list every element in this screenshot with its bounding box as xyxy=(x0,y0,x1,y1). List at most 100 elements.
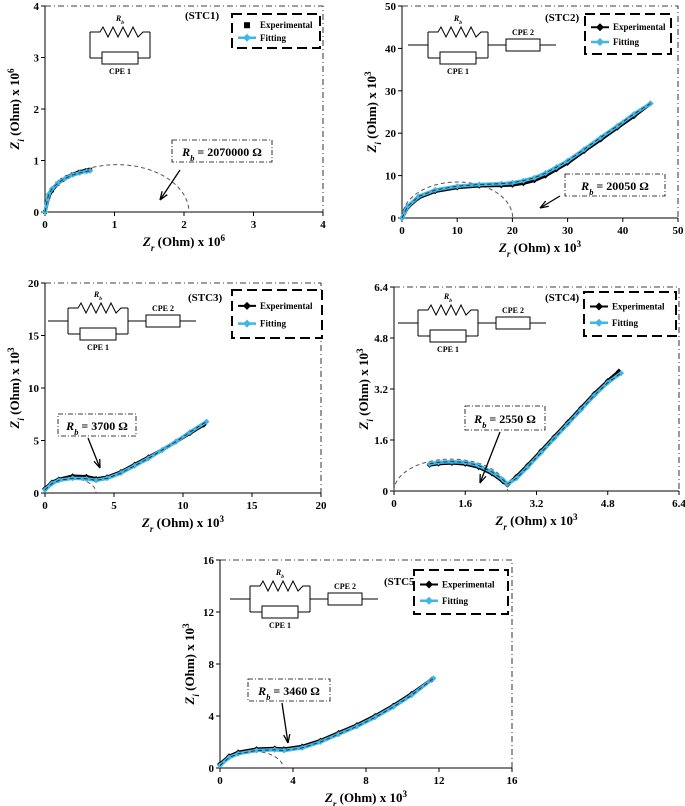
y-axis-label: Zi (Ohm) x 103 xyxy=(363,71,383,154)
legend-fitting-marker xyxy=(425,596,433,605)
cpe2-element xyxy=(145,314,181,328)
fitting-point xyxy=(203,418,210,425)
legend-experimental-marker xyxy=(244,22,250,29)
cpe2-label: CPE 2 xyxy=(152,304,174,313)
legend-fitting-marker xyxy=(596,38,604,46)
y-axis-label: Zi (Ohm) x 103 xyxy=(355,348,375,431)
legend-experimental-marker xyxy=(596,23,604,32)
rb-annotation-box xyxy=(171,139,273,163)
rb-arrow xyxy=(479,431,501,484)
rb-arrow xyxy=(539,195,561,209)
chart-stc3: 0 5 10 15 20 0 5 10 15 20 Zr (Ohm) x 103 Zi (Ohm) x… xyxy=(6,278,327,534)
resistor-rb xyxy=(68,301,128,315)
legend-fitting-label: Fitting xyxy=(442,596,468,606)
y-tick-label: 0 xyxy=(34,488,40,500)
y-tick-label: 4 xyxy=(209,711,215,723)
chart-title: (STC4) xyxy=(545,292,580,304)
legend-fitting-marker xyxy=(243,319,251,328)
x-tick-label: 1 xyxy=(112,219,118,231)
resistor-rb-label: Rb xyxy=(453,14,462,26)
y-tick-label: 5 xyxy=(34,436,40,448)
x-tick-label: 16 xyxy=(507,775,519,787)
legend-experimental-label: Experimental xyxy=(260,20,313,30)
x-axis-label: Zr (Ohm) x 103 xyxy=(324,789,408,806)
y-tick-label: 0 xyxy=(383,486,389,498)
y-tick-label: 3.2 xyxy=(374,384,388,396)
x-tick-label: 15 xyxy=(247,500,259,512)
x-tick-label: 0 xyxy=(399,225,405,237)
legend-box xyxy=(231,289,323,339)
x-tick-label: 0 xyxy=(217,775,223,787)
chart-stc2: 0 10 20 30 40 50 0 10 20 30 40 50 Zr (Ohm) x 103 Zi (… xyxy=(363,1,684,259)
x-tick-label: 0 xyxy=(391,498,397,510)
x-tick-label: 6.4 xyxy=(672,498,685,510)
legend-experimental-label: Experimental xyxy=(612,302,665,312)
x-tick-label: 4 xyxy=(290,775,296,787)
y-tick-label: 0 xyxy=(391,213,397,225)
y-tick-label: 15 xyxy=(28,331,40,343)
legend-experimental-label: Experimental xyxy=(260,301,313,311)
legend-fitting-marker xyxy=(243,33,251,42)
fit-dashed-line xyxy=(429,372,622,485)
semicircle-fit xyxy=(401,181,514,219)
resistor-rb-label: Rb xyxy=(93,290,102,302)
legend-fitting-label: Fitting xyxy=(612,318,638,328)
fitting-point xyxy=(253,747,260,754)
fit-dashed-line xyxy=(401,103,651,219)
fitting-point xyxy=(55,179,62,186)
legend-experimental-label: Experimental xyxy=(442,580,495,590)
fitting-point xyxy=(390,703,397,710)
fit-dashed-line xyxy=(44,421,207,491)
chart-title: (STC3) xyxy=(188,292,223,304)
x-tick-label: 10 xyxy=(452,225,464,237)
y-tick-label: 8 xyxy=(209,659,215,671)
rb-annotation-label: Rb = 2070000 Ω xyxy=(181,145,262,163)
x-tick-label: 10 xyxy=(178,500,190,512)
semicircle-fit xyxy=(44,164,190,213)
x-tick-label: 12 xyxy=(434,775,446,787)
fitting-point xyxy=(335,731,342,738)
legend-fitting-label: Fitting xyxy=(613,37,639,47)
fitting-point xyxy=(415,193,422,200)
x-tick-label: 0 xyxy=(42,219,48,231)
x-tick-label: 8 xyxy=(363,775,369,787)
cpe1-label: CPE 1 xyxy=(269,621,291,630)
chart-title: (STC5) xyxy=(384,576,419,588)
x-axis-label: Zr (Ohm) x 103 xyxy=(498,239,582,259)
rb-arrow-head xyxy=(159,191,168,201)
legend-box xyxy=(584,13,672,55)
semicircle-fit xyxy=(393,458,509,492)
y-axis-label: Zi (Ohm) x 106 xyxy=(6,68,26,151)
fitting-point xyxy=(280,747,287,754)
circuit-wires xyxy=(89,32,151,58)
legend-box xyxy=(583,291,677,337)
fit-dashed-line xyxy=(219,677,434,766)
y-axis-label: Zi (Ohm) x 103 xyxy=(181,623,201,706)
fitting-point xyxy=(353,723,360,730)
legend-box xyxy=(413,569,509,615)
fitting-point xyxy=(186,429,193,436)
y-tick-label: 20 xyxy=(28,278,40,290)
cpe2-label: CPE 2 xyxy=(502,306,524,315)
x-axis-label: Zr (Ohm) x 103 xyxy=(494,512,578,532)
y-tick-label: 0 xyxy=(209,763,215,775)
cpe1-label: CPE 1 xyxy=(109,67,131,76)
cpe2-element xyxy=(495,316,531,330)
equivalent-circuit: CPE 2 Rb CPE 1 xyxy=(408,14,556,76)
rb-arrow xyxy=(159,169,181,201)
legend-fitting-marker xyxy=(595,318,603,327)
x-tick-label: 3.2 xyxy=(530,498,544,510)
y-tick-label: 10 xyxy=(385,171,397,183)
x-tick-label: 30 xyxy=(562,225,574,237)
fitting-point xyxy=(145,455,152,462)
equivalent-circuit: CPE 2 Rb CPE 1 xyxy=(48,290,196,352)
fitting-series xyxy=(400,101,653,220)
resistor-rb xyxy=(418,303,478,317)
plot-frame xyxy=(44,5,324,213)
x-tick-label: 1.6 xyxy=(458,498,472,510)
x-tick-label: 4 xyxy=(320,219,326,231)
x-tick-label: 40 xyxy=(617,225,629,237)
equivalent-circuit: CPE 2 Rb CPE 1 xyxy=(230,568,378,630)
cpe2-label: CPE 2 xyxy=(334,582,356,591)
y-tick-label: 10 xyxy=(28,383,40,395)
